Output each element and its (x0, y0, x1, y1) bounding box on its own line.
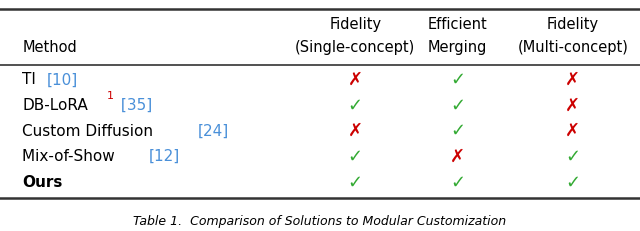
Text: ✓: ✓ (348, 97, 363, 114)
Text: ✗: ✗ (348, 71, 363, 89)
Text: ✓: ✓ (450, 71, 465, 89)
Text: (Multi-concept): (Multi-concept) (517, 40, 628, 55)
Text: ✓: ✓ (450, 173, 465, 191)
Text: ✓: ✓ (348, 148, 363, 166)
Text: [24]: [24] (198, 124, 229, 139)
Text: ✓: ✓ (565, 148, 580, 166)
Text: Ours: Ours (22, 175, 63, 190)
Text: ✓: ✓ (450, 122, 465, 140)
Text: TI: TI (22, 72, 41, 87)
Text: [35]: [35] (116, 98, 152, 113)
Text: (Single-concept): (Single-concept) (295, 40, 415, 55)
Text: Custom Diffusion: Custom Diffusion (22, 124, 158, 139)
Text: ✗: ✗ (565, 71, 580, 89)
Text: Method: Method (22, 40, 77, 55)
Text: [10]: [10] (47, 72, 78, 87)
Text: ✓: ✓ (450, 97, 465, 114)
Text: ✗: ✗ (565, 122, 580, 140)
Text: ✗: ✗ (450, 148, 465, 166)
Text: DB-LoRA: DB-LoRA (22, 98, 88, 113)
Text: Efficient: Efficient (428, 17, 488, 32)
Text: Mix-of-Show: Mix-of-Show (22, 149, 120, 164)
Text: ✗: ✗ (348, 122, 363, 140)
Text: 1: 1 (108, 91, 114, 101)
Text: ✓: ✓ (348, 173, 363, 191)
Text: ✓: ✓ (565, 173, 580, 191)
Text: [12]: [12] (148, 149, 180, 164)
Text: Fidelity: Fidelity (329, 17, 381, 32)
Text: Merging: Merging (428, 40, 487, 55)
Text: ✗: ✗ (565, 97, 580, 114)
Text: Table 1.  Comparison of Solutions to Modular Customization: Table 1. Comparison of Solutions to Modu… (133, 215, 507, 228)
Text: Fidelity: Fidelity (547, 17, 599, 32)
